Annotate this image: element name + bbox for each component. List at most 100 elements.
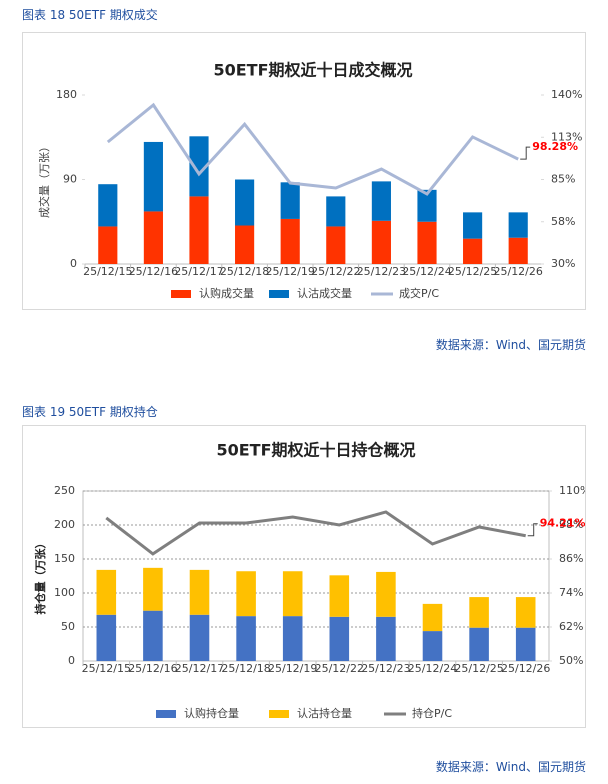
legend-label: 认购持仓量 — [184, 706, 239, 720]
bar — [143, 211, 163, 264]
y2-tick-label: 110% — [559, 484, 586, 497]
bar — [463, 238, 483, 264]
legend-label: 认沽成交量 — [297, 286, 352, 300]
caption: 图表 19 50ETF 期权持仓 — [22, 405, 158, 419]
y-tick-label: 50 — [61, 620, 75, 633]
bar — [235, 179, 255, 226]
y2-tick-label: 30% — [551, 257, 575, 270]
y2-tick-label: 86% — [559, 552, 583, 565]
legend-swatch — [269, 710, 289, 718]
bar — [189, 614, 210, 661]
x-tick-label: 25/12/25 — [448, 265, 497, 278]
y-tick-label: 150 — [54, 552, 75, 565]
y2-tick-label: 113% — [551, 130, 582, 143]
legend-label: 持仓P/C — [412, 706, 452, 720]
bar — [98, 184, 118, 227]
y2-tick-label: 50% — [559, 654, 583, 667]
bar — [236, 616, 256, 661]
bar — [469, 627, 489, 661]
bar — [189, 196, 209, 264]
bar — [96, 569, 117, 615]
x-tick-label: 25/12/22 — [311, 265, 360, 278]
bar — [189, 136, 209, 197]
bar — [329, 575, 350, 617]
legend-label: 成交P/C — [399, 286, 439, 300]
bar — [282, 616, 303, 661]
x-tick-label: 25/12/16 — [129, 265, 178, 278]
y2-tick-label: 62% — [559, 620, 583, 633]
bar — [236, 571, 256, 617]
y2-tick-label: 58% — [551, 215, 575, 228]
bar — [515, 627, 536, 661]
bar — [98, 226, 118, 264]
chart-title: 50ETF期权近十日成交概况 — [213, 61, 412, 80]
x-tick-label: 25/12/26 — [501, 662, 550, 675]
bar — [329, 616, 350, 661]
bar — [508, 237, 528, 264]
x-tick-label: 25/12/17 — [175, 662, 224, 675]
bar — [371, 181, 391, 221]
label-leader — [527, 523, 538, 537]
caption: 图表 18 50ETF 期权成交 — [22, 8, 158, 22]
bar — [469, 597, 489, 628]
x-tick-label: 25/12/15 — [82, 662, 131, 675]
y2-tick-label: 74% — [559, 586, 583, 599]
legend-swatch — [269, 290, 289, 298]
data-label: 94.21% — [540, 517, 586, 530]
y-tick-label: 90 — [63, 173, 77, 186]
y-tick-label: 250 — [54, 484, 75, 497]
data-label: 98.28% — [532, 140, 578, 153]
bar — [422, 631, 443, 661]
legend-swatch — [171, 290, 191, 298]
legend-swatch — [156, 710, 176, 718]
line — [106, 102, 519, 196]
bar — [96, 614, 117, 661]
bar — [143, 567, 163, 611]
x-tick-label: 25/12/17 — [174, 265, 223, 278]
y2-tick-label: 140% — [551, 88, 582, 101]
y-tick-label: 0 — [70, 257, 77, 270]
bar — [417, 221, 437, 264]
x-tick-label: 25/12/19 — [265, 265, 314, 278]
x-tick-label: 25/12/16 — [128, 662, 177, 675]
bar — [376, 571, 396, 617]
x-tick-label: 25/12/18 — [220, 265, 269, 278]
x-tick-label: 25/12/24 — [402, 265, 451, 278]
x-tick-label: 25/12/24 — [408, 662, 457, 675]
legend-label: 认沽持仓量 — [297, 706, 352, 720]
y-tick-label: 0 — [68, 654, 75, 667]
x-tick-label: 25/12/18 — [221, 662, 270, 675]
bar — [143, 610, 163, 661]
bar — [189, 569, 210, 615]
x-tick-label: 25/12/19 — [268, 662, 317, 675]
bar — [422, 603, 443, 632]
x-tick-label: 25/12/22 — [315, 662, 364, 675]
bar — [515, 597, 536, 628]
y-axis-label: 持仓量（万张） — [33, 538, 47, 615]
bar — [326, 226, 346, 264]
bar — [463, 212, 483, 239]
bar — [326, 196, 346, 227]
bar — [417, 189, 437, 222]
label-leader — [520, 146, 531, 160]
y-tick-label: 100 — [54, 586, 75, 599]
bar — [371, 220, 391, 264]
line — [105, 510, 526, 556]
bar — [282, 571, 303, 617]
y2-tick-label: 98% — [559, 518, 583, 531]
legend-label: 认购成交量 — [199, 286, 254, 300]
y-axis-label: 成交量（万张） — [37, 141, 51, 218]
bar — [376, 616, 396, 661]
chart-title: 50ETF期权近十日持仓概况 — [216, 441, 415, 460]
bar — [508, 212, 528, 238]
y-tick-label: 180 — [56, 88, 77, 101]
source: 数据来源：Wind、国元期货 — [435, 760, 586, 774]
bar — [143, 141, 163, 212]
x-tick-label: 25/12/26 — [493, 265, 542, 278]
y2-tick-label: 85% — [551, 173, 575, 186]
x-tick-label: 25/12/23 — [361, 662, 410, 675]
source: 数据来源：Wind、国元期货 — [435, 338, 586, 352]
bar — [280, 182, 300, 219]
